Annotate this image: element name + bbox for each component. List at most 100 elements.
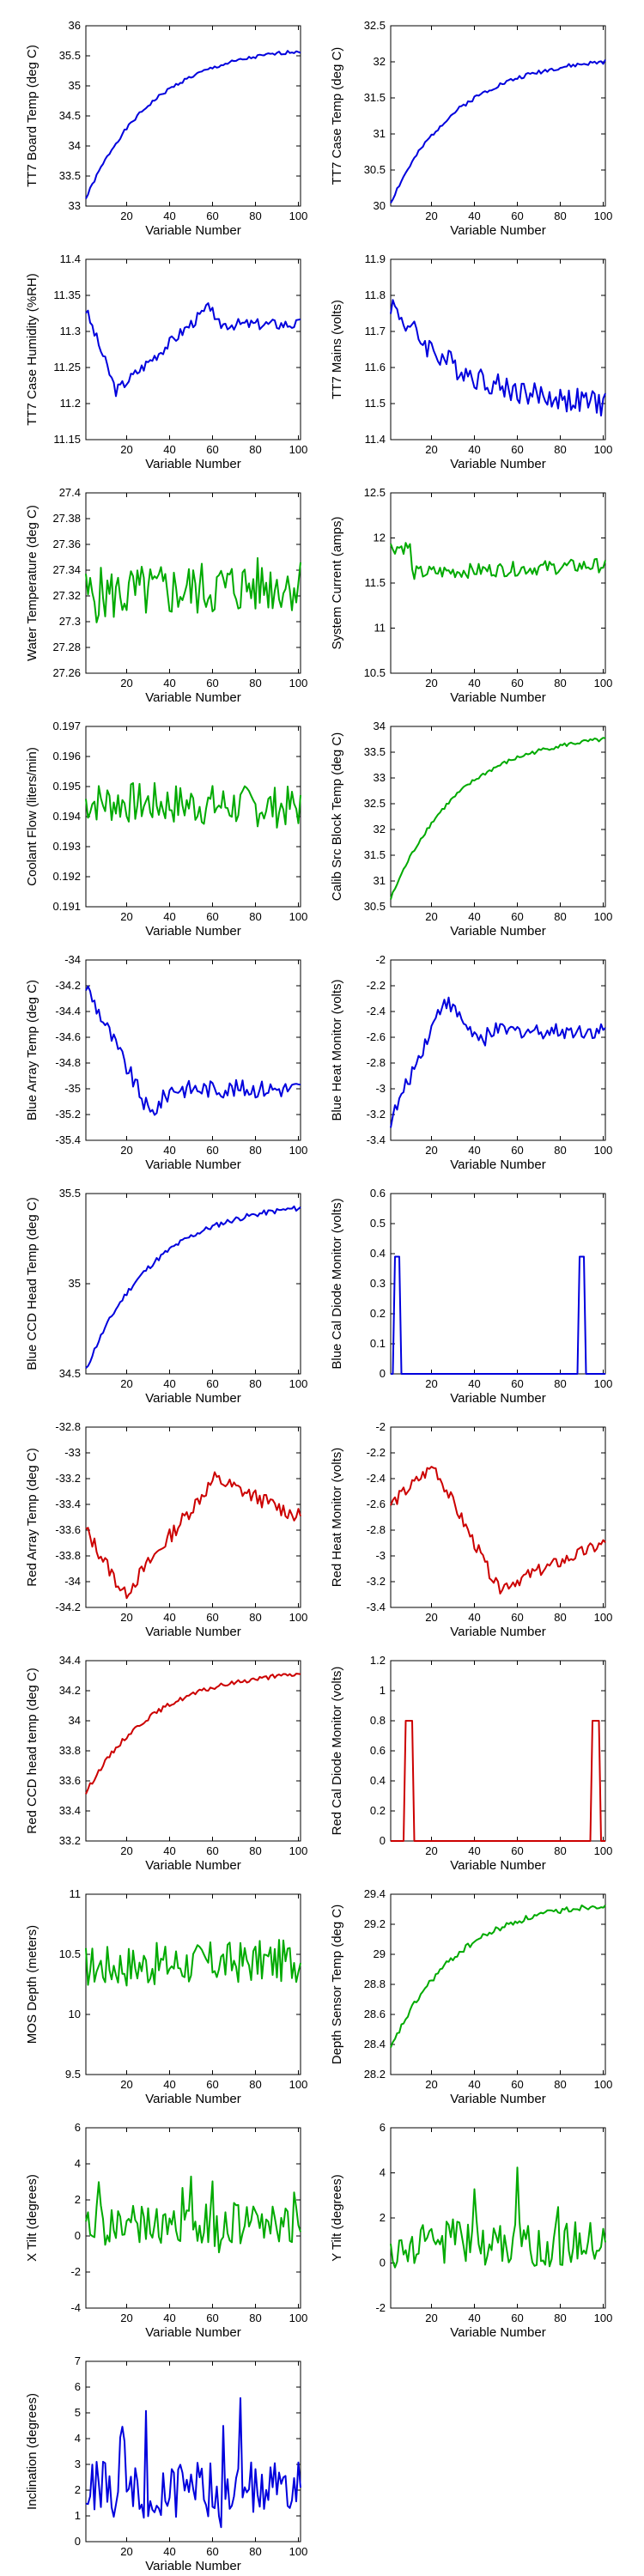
y-tick-label: 27.34 <box>52 563 81 576</box>
x-tick-label: 40 <box>468 210 480 222</box>
x-tick-label: 60 <box>206 677 218 690</box>
series-line <box>390 59 606 204</box>
y-tick-label: -34.8 <box>55 1056 81 1069</box>
y-tick-label: 0.194 <box>52 810 81 823</box>
y-tick-label: 11.5 <box>365 397 386 410</box>
y-tick-label: 0.8 <box>370 1714 386 1727</box>
y-tick-label: 32.5 <box>364 19 386 32</box>
y-tick-label: -33.6 <box>55 1523 81 1536</box>
x-tick-label: 100 <box>594 1844 613 1857</box>
x-axis-title: Variable Number <box>145 223 240 238</box>
x-axis-title: Variable Number <box>450 924 545 939</box>
series-line <box>85 1205 301 1370</box>
series-line <box>85 2397 301 2529</box>
x-tick-label: 100 <box>289 1844 308 1857</box>
x-axis-title: Variable Number <box>450 1391 545 1406</box>
series-line <box>85 781 301 829</box>
y-tick-label: -35.4 <box>55 1133 81 1146</box>
x-tick-label: 80 <box>249 210 261 222</box>
y-tick-label: 28.4 <box>364 2038 386 2050</box>
y-axis-title: TT7 Board Temp (deg C) <box>25 45 39 187</box>
y-tick-label: 34 <box>69 1714 81 1727</box>
y-tick-label: 6 <box>380 2121 386 2134</box>
y-axis-title: Blue CCD Head Temp (deg C) <box>25 1197 39 1370</box>
y-tick-label: 0 <box>380 2257 386 2269</box>
x-tick-label: 60 <box>511 1611 523 1624</box>
x-tick-label: 60 <box>206 210 218 222</box>
x-tick-label: 20 <box>425 1144 437 1157</box>
plot-frame <box>390 1660 606 1842</box>
y-tick-label: 10.5 <box>59 1947 81 1960</box>
y-tick-label: -2.2 <box>367 979 386 992</box>
y-tick-label: 10 <box>69 2008 81 2020</box>
y-tick-label: 12.5 <box>364 486 386 499</box>
x-tick-label: 60 <box>511 443 523 456</box>
y-tick-label: -33 <box>64 1446 81 1459</box>
y-tick-label: -34.2 <box>55 979 81 992</box>
y-tick-label: 34.5 <box>59 109 81 122</box>
series-line <box>390 299 606 416</box>
y-tick-label: 11.5 <box>365 576 386 589</box>
x-tick-label: 100 <box>289 1611 308 1624</box>
y-tick-label: 0.6 <box>370 1744 386 1757</box>
x-tick-label: 100 <box>289 2312 308 2324</box>
x-tick-label: 60 <box>511 1844 523 1857</box>
y-tick-label: 11.25 <box>53 361 81 374</box>
x-tick-label: 40 <box>468 1144 480 1157</box>
y-tick-label: 33.4 <box>59 1804 81 1817</box>
y-tick-label: -2.4 <box>367 1005 386 1018</box>
x-axis-title: Variable Number <box>145 1391 240 1406</box>
x-tick-label: 20 <box>120 677 132 690</box>
y-tick-label: 0.2 <box>370 1804 386 1817</box>
y-tick-label: -2.4 <box>367 1472 386 1485</box>
y-tick-label: 31 <box>374 127 386 140</box>
y-tick-label: -2.8 <box>367 1523 386 1536</box>
y-tick-label: 0.3 <box>370 1277 386 1290</box>
x-axis-title: Variable Number <box>145 2559 240 2573</box>
x-tick-label: 100 <box>594 910 613 923</box>
y-tick-label: 1 <box>75 2509 81 2522</box>
chart-panel-20: -2 0 2 4 6 20 40 60 80 100 Variable Number Y Tilt (… <box>330 2121 612 2340</box>
x-axis-title: Variable Number <box>450 1157 545 1172</box>
x-tick-label: 60 <box>206 1844 218 1857</box>
y-tick-label: 0.6 <box>370 1187 386 1200</box>
plot-frame <box>390 1193 606 1375</box>
x-tick-label: 80 <box>249 2545 261 2558</box>
y-tick-label: -34.6 <box>55 1030 81 1043</box>
y-tick-label: 28.8 <box>364 1978 386 1990</box>
y-tick-label: 11.15 <box>53 433 81 446</box>
y-tick-label: -3 <box>375 1549 386 1562</box>
y-tick-label: 7 <box>75 2354 81 2367</box>
x-tick-label: 80 <box>249 1377 261 1390</box>
chart-panel-13: -34.2 -34 -33.8 -33.6 -33.4 -33.2 -33 -32.8 20 40… <box>25 1420 307 1639</box>
y-tick-label: 11.9 <box>365 252 386 265</box>
chart-panel-14: -3.4 -3.2 -3 -2.8 -2.6 -2.4 -2.2 -2 20 40 60 80 100 V… <box>330 1420 612 1639</box>
x-tick-label: 100 <box>594 2312 613 2324</box>
x-tick-label: 40 <box>468 1611 480 1624</box>
y-tick-label: 1 <box>380 1684 386 1697</box>
y-tick-label: -2.8 <box>367 1056 386 1069</box>
x-tick-label: 100 <box>289 210 308 222</box>
x-tick-label: 80 <box>554 1844 566 1857</box>
y-tick-label: 33 <box>374 771 386 784</box>
plot-frame <box>390 258 606 440</box>
y-tick-label: 27.38 <box>52 512 81 525</box>
x-tick-label: 100 <box>289 1377 308 1390</box>
y-axis-title: Water Temperature (deg C) <box>25 505 39 661</box>
y-tick-label: -2.6 <box>367 1030 386 1043</box>
x-tick-label: 80 <box>554 443 566 456</box>
x-tick-label: 60 <box>206 2312 218 2324</box>
y-tick-label: 34.2 <box>59 1684 81 1697</box>
y-tick-label: 32.5 <box>364 797 386 810</box>
y-tick-label: -2 <box>375 2301 386 2314</box>
y-tick-label: 2 <box>380 2211 386 2224</box>
y-tick-label: -2 <box>70 2265 81 2278</box>
y-tick-label: 6 <box>75 2380 81 2393</box>
y-tick-label: 36 <box>69 19 81 32</box>
y-axis-title: TT7 Mains (volts) <box>330 300 344 399</box>
y-tick-label: -34 <box>64 953 81 966</box>
y-tick-label: 35.5 <box>59 1187 81 1200</box>
y-axis-title: Depth Sensor Temp (deg C) <box>330 1905 344 2064</box>
y-tick-label: 34 <box>374 720 386 732</box>
